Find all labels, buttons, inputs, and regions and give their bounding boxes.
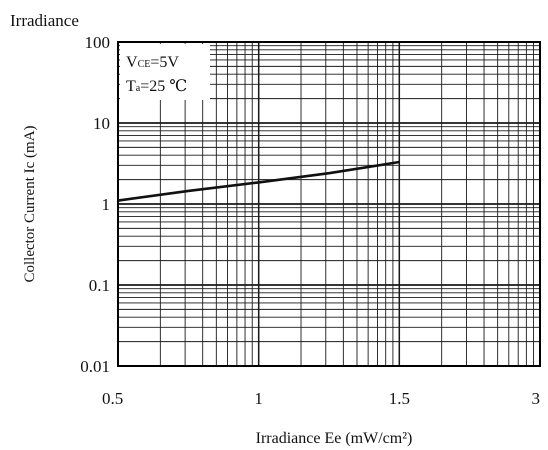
y-tick-label: 0.01 [80,357,110,376]
grid [117,41,541,367]
x-axis-label: Irradiance Ee (mW/cm²) [256,430,413,447]
y-tick-label: 100 [85,33,111,52]
x-tick-label: 1 [254,389,263,408]
x-tick-label: 0.5 [102,389,123,408]
legend-line-2: Ta=25 ℃ [126,78,187,95]
x-tick-label: 1.5 [389,389,410,408]
series-line [117,160,400,202]
plot-frame [117,41,541,367]
y-tick-label: 1 [102,195,111,214]
legend-line-1: VCE=5V [126,54,179,71]
tick-labels: 100 10 1 0.1 0.01 0.5 1 1.5 3 [80,33,540,408]
legend-box: VCE=5V Ta=25 ℃ [120,44,210,100]
x-tick-label: 3 [532,389,541,408]
legend-background [120,44,210,100]
y-tick-label: 0.1 [89,276,110,295]
chart-title: Irradiance [10,11,79,30]
y-tick-label: 10 [93,114,110,133]
y-axis-label: Collector Current Ic (mA) [22,125,38,282]
